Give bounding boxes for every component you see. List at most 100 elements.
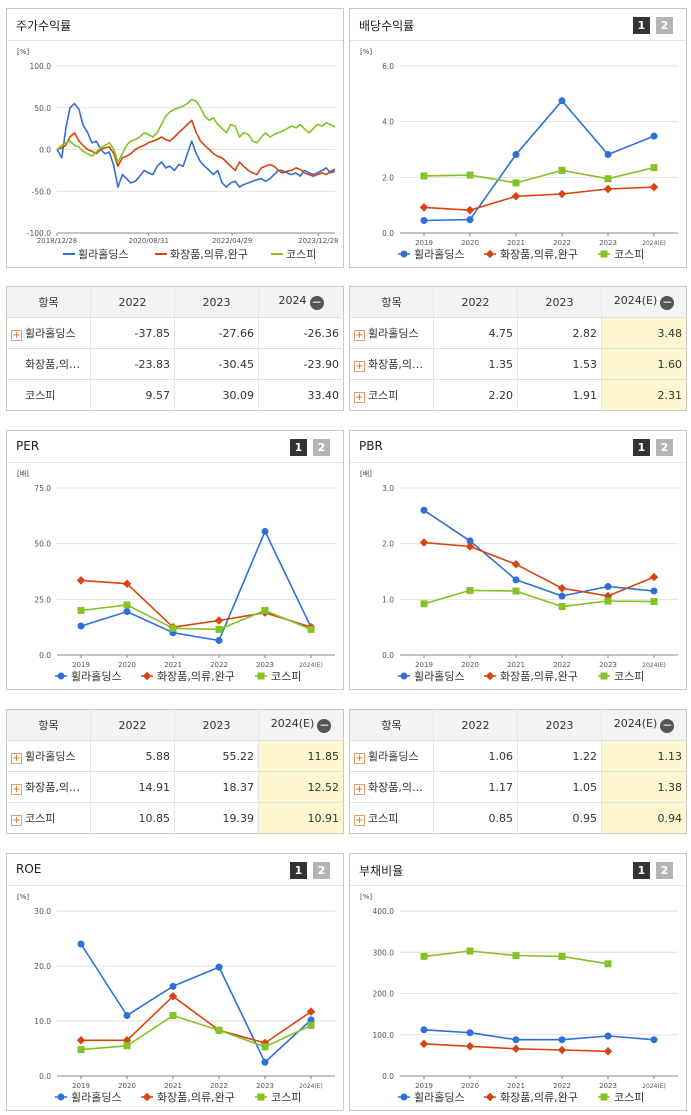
cell-2022: 1.06 [433,740,518,772]
cell-2024: 33.40 [307,388,340,402]
data-point [557,583,567,593]
view-2-button[interactable]: 2 [313,439,330,456]
table-row: + 코스피 2.20 1.91 2.31 [349,379,687,411]
view-2-button[interactable]: 2 [656,17,673,34]
data-point [419,203,429,212]
data-point [123,601,131,609]
table-row: 코스피 9.57 30.09 33.40 [6,379,344,411]
x-tick-label: 2023 [256,661,274,669]
collapse-icon[interactable]: − [660,718,675,733]
legend-label: 휠라홀딩스 [414,670,465,683]
x-tick-label: 2023/12/28 [298,237,338,245]
header-2024e: 2024(E) [270,717,315,730]
view-1-button[interactable]: 1 [290,862,307,879]
data-point [420,506,428,514]
series-line-fila [423,509,655,597]
expand-icon[interactable]: + [354,753,365,764]
data-point [558,166,566,174]
expand-icon[interactable]: + [354,815,365,826]
table-row: + 휠라홀딩스 -37.85 -27.66 -26.36 [6,317,344,349]
x-tick-label: 2019 [72,661,90,669]
x-tick-label: 2023 [599,661,617,669]
unit-label: [배] [360,469,372,478]
data-point [558,97,566,105]
legend-marker [485,1092,495,1102]
data-point [650,587,658,595]
expand-icon[interactable]: + [11,330,22,341]
expand-icon[interactable]: + [354,392,365,403]
expand-icon[interactable]: + [354,361,365,372]
data-point [261,606,269,614]
expand-icon[interactable]: + [354,330,365,341]
legend-marker [600,672,608,680]
expand-icon[interactable]: + [354,784,365,795]
data-point [558,603,566,611]
y-tick-label: 0.0 [39,1072,51,1081]
series-line-fila [423,100,655,222]
y-tick-label: 0.0 [382,229,394,238]
legend-label: 화장품,의류,완구 [500,248,578,261]
legend-label: 코스피 [614,248,644,261]
data-point [512,587,520,595]
view-2-button[interactable]: 2 [656,439,673,456]
cell-2022: 4.75 [433,317,518,349]
series-line-fila [423,1029,655,1041]
x-tick-label: 2021 [507,239,525,247]
data-point [123,608,131,616]
expand-icon[interactable]: + [11,753,22,764]
cell-2022: 10.85 [90,802,175,834]
collapse-icon[interactable]: − [660,295,675,310]
table-stock-return: 항목 2022 2023 2024− + 휠라홀딩스 -37.85 -27.66 -26.36… [6,286,344,411]
series-line-cosmetics [56,119,336,177]
view-2-button[interactable]: 2 [656,862,673,879]
data-point [215,1026,223,1034]
cell-2023: 1.91 [517,379,602,411]
data-point [307,1016,315,1024]
view-2-button[interactable]: 2 [313,862,330,879]
legend-marker [142,671,152,681]
x-tick-label: 2019 [72,1082,90,1090]
chart-pbr: [배] 3.0 2.0 1.0 0.0 2019 2020 2021 2022 2023 2024(… [360,469,678,683]
y-tick-label: 25.0 [34,595,51,604]
x-tick-label: 2024(E) [642,240,666,247]
view-1-button[interactable]: 1 [290,439,307,456]
data-point [650,164,658,172]
data-point [123,1042,131,1050]
view-1-button[interactable]: 1 [633,17,650,34]
data-point [603,1047,613,1056]
data-point [512,576,520,584]
x-tick-label: 2022 [210,1082,228,1090]
collapse-icon[interactable]: − [317,718,332,733]
series-line-cosmetics [423,541,655,597]
x-tick-label: 2024(E) [299,662,323,669]
view-1-button[interactable]: 1 [633,439,650,456]
cell-2024: -23.90 [258,348,344,380]
x-tick-label: 2018/12/28 [37,237,77,245]
y-tick-label: 0.0 [39,146,51,155]
header-item: 항목 [349,286,434,318]
row-label: 화장품,의… [368,781,423,794]
legend-marker [257,1093,265,1101]
expand-icon[interactable]: + [11,815,22,826]
header-2024e: 2024(E) [613,294,658,307]
y-tick-label: 2.0 [382,540,394,549]
cell-2023: 1.22 [517,740,602,772]
y-tick-label: 75.0 [34,484,51,493]
data-point [512,179,520,187]
legend-label: 화장품,의류,완구 [170,248,248,261]
y-tick-label: 100.0 [30,62,52,71]
cell-2022: 0.85 [433,802,518,834]
cell-2024e: 2.31 [601,379,687,411]
x-tick-label: 2020 [461,1082,479,1090]
row-label: 휠라홀딩스 [25,327,76,340]
data-point [169,624,177,632]
table-row: 화장품,의… -23.83 -30.45 -23.90 [6,348,344,380]
view-1-button[interactable]: 1 [633,862,650,879]
expand-icon[interactable]: + [11,784,22,795]
data-point [215,963,223,971]
data-point [604,151,612,159]
x-tick-label: 2024(E) [642,662,666,669]
x-tick-label: 2019 [415,661,433,669]
series-line-fila [80,943,312,1064]
collapse-icon[interactable]: − [309,295,324,310]
